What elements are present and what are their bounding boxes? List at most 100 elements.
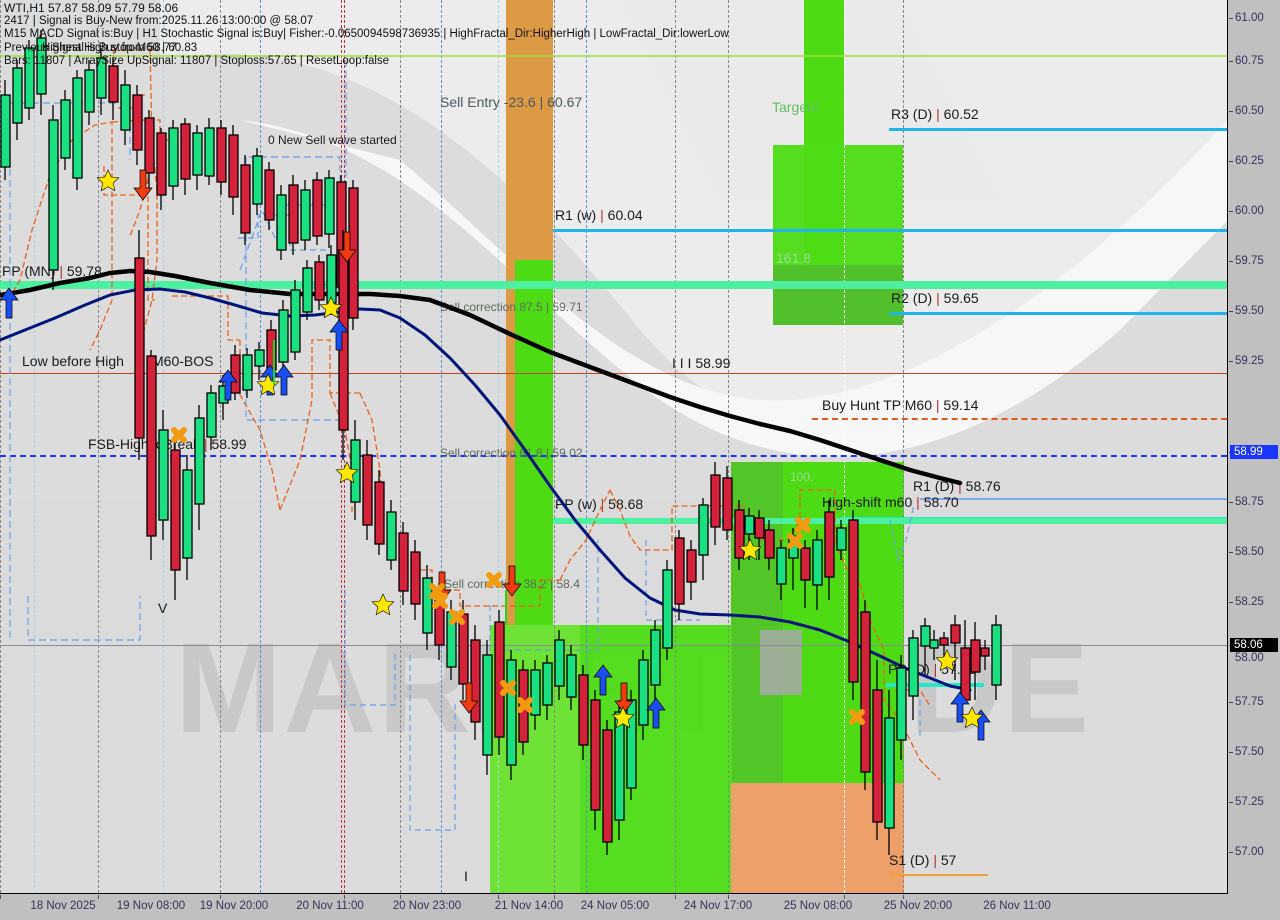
annotation-wave-v: V xyxy=(158,600,168,616)
level-name-r3-d: R3 (D) xyxy=(891,106,933,122)
level-value-r2-d: 59.65 xyxy=(943,290,979,306)
header-indicators-line: M15 MACD Signal is:Buy | H1 Stochastic S… xyxy=(4,28,729,41)
vgrid-1 xyxy=(0,0,1,893)
price-tick: 61.00 xyxy=(1235,12,1264,24)
price-tick: 57.50 xyxy=(1235,746,1264,758)
time-tick: 25 Nov 20:00 xyxy=(883,900,953,912)
band-grey-shade xyxy=(760,630,802,695)
vgrid-red-1 xyxy=(344,0,345,893)
level-label-r1-w: R1 (w) | 60.04 xyxy=(555,207,643,223)
price-tick: 60.75 xyxy=(1235,55,1264,67)
band-green-4 xyxy=(773,265,903,325)
price-tick: 58.50 xyxy=(1235,546,1264,558)
annotation-fib-1618: 161.8 xyxy=(776,250,812,266)
level-value-r1-w: 60.04 xyxy=(607,207,643,223)
level-name-mid-pivot: I I I xyxy=(672,355,692,371)
time-tick: 18 Nov 2025 xyxy=(30,900,96,912)
level-line-r3-d xyxy=(889,128,1227,131)
price-tick: 57.25 xyxy=(1235,796,1264,808)
level-label-s1-d: S1 (D) | 57 xyxy=(889,852,957,868)
vgrid-blue-3 xyxy=(586,0,587,893)
last-price-badge: 58.06 xyxy=(1230,638,1278,652)
level-line-pp-mn xyxy=(0,281,1227,289)
price-tick: 57.75 xyxy=(1235,696,1264,708)
level-value-s1-d: 57 xyxy=(940,852,957,868)
price-tick: 58.25 xyxy=(1235,596,1264,608)
bid-price-badge: 58.99 xyxy=(1230,445,1278,459)
level-name-pp-mn: PP (MN) xyxy=(2,263,56,279)
price-tick: 60.00 xyxy=(1235,205,1264,217)
level-value-buy-hunt-tp: 59.14 xyxy=(943,397,979,413)
price-tick: 59.25 xyxy=(1235,355,1264,367)
time-tick: 21 Nov 14:00 xyxy=(494,900,564,912)
level-line-pp-d xyxy=(886,683,984,687)
level-value-fsb-high: 58.99 xyxy=(211,436,247,452)
time-tick: 19 Nov 20:00 xyxy=(199,900,269,912)
header-symbol-line: WTI,H1 57.87 58.09 57.79 58.06 xyxy=(4,1,179,15)
time-tick: 24 Nov 05:00 xyxy=(580,900,650,912)
annotation-sell-entry: Sell Entry -23.6 | 60.67 xyxy=(440,94,583,110)
vgrid-8 xyxy=(903,0,904,893)
level-line-r1-d xyxy=(920,498,1227,500)
vgrid-4 xyxy=(400,0,401,893)
level-label-r3-d: R3 (D) | 60.52 xyxy=(891,106,979,122)
vgrid-blue-1 xyxy=(260,0,261,893)
level-name-r2-d: R2 (D) xyxy=(891,290,933,306)
annotation-new-sell-wave: 0 New Sell wave started xyxy=(268,133,397,147)
level-label-buy-hunt-tp: Buy Hunt TP M60 | 59.14 xyxy=(822,397,979,413)
level-name-s1-d: S1 (D) xyxy=(889,852,930,868)
vgrid-red-2 xyxy=(341,0,342,893)
vgrid-2 xyxy=(98,0,99,893)
header-highest-high-stop: Highest High stop-M60 | 60.83 xyxy=(42,41,198,54)
price-tick: 60.50 xyxy=(1235,105,1264,117)
level-value-pp-w: 58.68 xyxy=(608,496,644,512)
level-value-r1-d: 58.76 xyxy=(965,478,1001,494)
level-value-high-shift-m60: 58.70 xyxy=(923,494,959,510)
annotation-sell-corr-875: Sell correction 87.5 | 59.71 xyxy=(440,300,583,314)
level-name-high-shift-m60: High-shift m60 xyxy=(822,494,913,510)
level-label-mid-pivot: I I I 58.99 xyxy=(672,355,730,371)
vgrid-3 xyxy=(220,0,221,893)
header-bars-line: Bars: 11807 | ArraySize UpSignal: 11807 … xyxy=(4,54,390,67)
level-line-r1-w xyxy=(553,229,1227,232)
time-tick: 19 Nov 08:00 xyxy=(116,900,186,912)
header-previous-signal: Previous Signal is Buy from 58.77 xyxy=(4,41,177,54)
price-tick: 59.75 xyxy=(1235,255,1264,267)
time-scale[interactable]: 18 Nov 2025 19 Nov 08:00 19 Nov 20:00 20… xyxy=(0,895,1228,920)
price-scale[interactable]: 61.00 60.75 60.50 60.25 60.00 59.75 59.5… xyxy=(1229,0,1280,894)
background-swoosh xyxy=(160,0,1227,457)
level-line-s1-d xyxy=(890,874,988,876)
price-tick: 60.25 xyxy=(1235,155,1264,167)
level-line-fsb-high xyxy=(0,455,1227,457)
vgrid-5 xyxy=(554,0,555,893)
level-value-r3-d: 60.52 xyxy=(943,106,979,122)
annotation-target2: Target2 xyxy=(772,99,819,115)
level-value-mid-pivot: 58.99 xyxy=(695,355,731,371)
price-tick: 59.50 xyxy=(1235,305,1264,317)
chart-info-header: WTI,H1 57.87 58.09 57.79 58.06 2417 | Si… xyxy=(4,1,729,68)
price-series-layer xyxy=(0,30,1227,855)
vgrid-blue-2 xyxy=(441,0,442,893)
vgrid-cyan-3 xyxy=(498,0,499,893)
price-tick: 58.75 xyxy=(1235,496,1264,508)
annotation-m60-bos: M60-BOS xyxy=(152,353,214,369)
price-tick: 58.00 xyxy=(1235,652,1264,664)
time-tick: 20 Nov 23:00 xyxy=(392,900,462,912)
level-label-r2-d: R2 (D) | 59.65 xyxy=(891,290,979,306)
chart-plot-area[interactable]: MARKETZADE xyxy=(0,0,1228,894)
annotation-fib-100: 100. xyxy=(790,470,814,484)
level-name-r1-d: R1 (D) xyxy=(913,478,955,494)
level-label-high-shift-m60: High-shift m60 | 58.70 xyxy=(822,494,959,510)
level-line-r2-d xyxy=(889,312,1227,315)
price-tick: 57.00 xyxy=(1235,846,1264,858)
annotation-wave-i: I xyxy=(464,868,468,884)
vgrid-cyan-1 xyxy=(34,0,35,893)
header-signal-line: 2417 | Signal is Buy-New from:2025.11.26… xyxy=(4,15,314,28)
time-tick: 25 Nov 08:00 xyxy=(783,900,853,912)
level-name-r1-w: R1 (w) xyxy=(555,207,597,223)
vgrid-7 xyxy=(728,0,729,893)
level-name-buy-hunt-tp: Buy Hunt TP M60 xyxy=(822,397,932,413)
time-tick: 26 Nov 11:00 xyxy=(983,900,1051,912)
annotation-low-before-high: Low before High xyxy=(22,353,124,369)
